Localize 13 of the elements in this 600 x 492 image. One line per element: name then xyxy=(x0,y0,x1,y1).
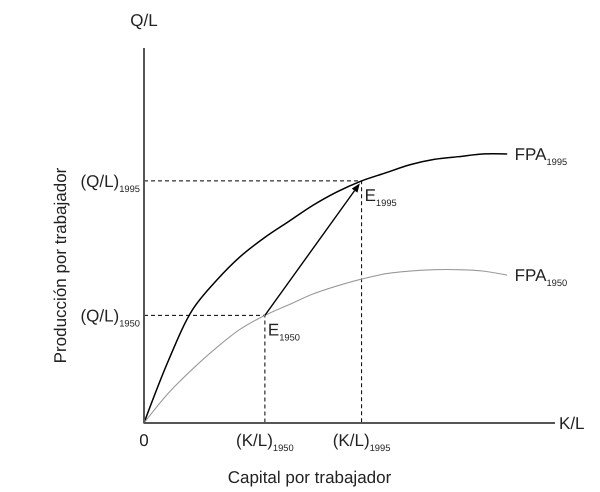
x-tick-label: (K/L)$_{1995}$ xyxy=(332,431,390,453)
annotation: E$_{1950}$ xyxy=(268,320,300,342)
series-label: FPA$_{1995}$ xyxy=(514,145,568,167)
text: K/L xyxy=(559,414,585,433)
y-axis-title: Producción por trabajador xyxy=(51,167,70,364)
text: (Q/L)$_{1950}$ xyxy=(80,306,140,328)
text: Q/L xyxy=(130,11,158,30)
x-tick-label: (K/L)$_{1950}$ xyxy=(236,431,294,453)
text: (Q/L)$_{1995}$ xyxy=(80,172,140,194)
series-label: FPA$_{1950}$ xyxy=(514,266,568,288)
x-axis-title: Capital por trabajador xyxy=(228,468,392,487)
annotation: E$_{1995}$ xyxy=(364,186,397,208)
x-tick-label: 0 xyxy=(139,431,149,450)
